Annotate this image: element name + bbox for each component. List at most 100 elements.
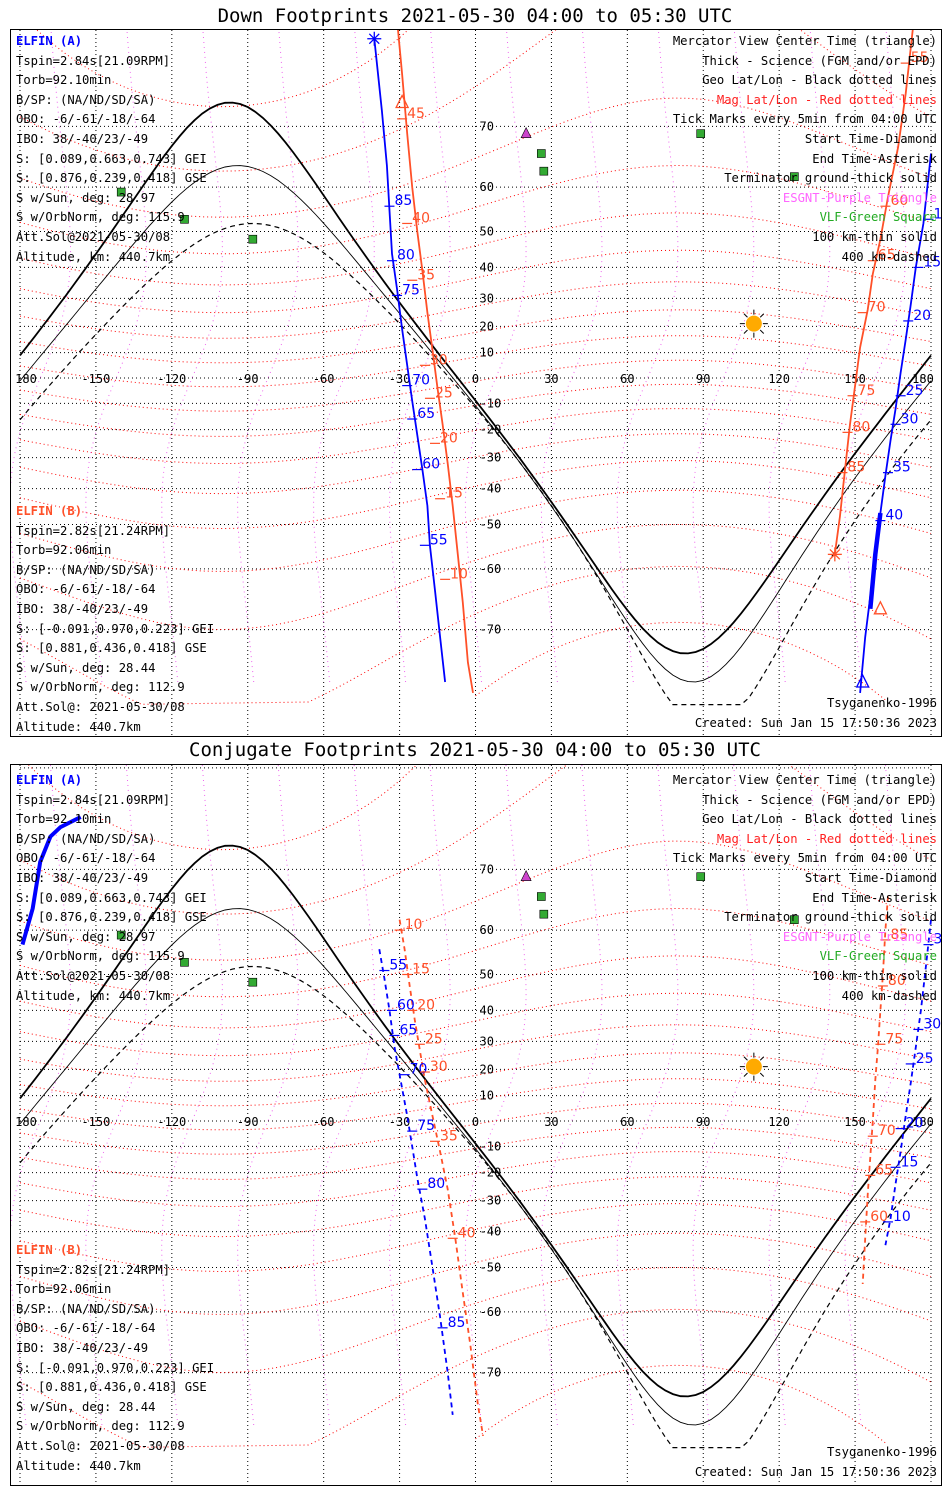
elfin-a-tick-label: 15: [923, 254, 941, 270]
mag-meridian: [313, 30, 375, 683]
elfin-a-tick-label: 75: [417, 1118, 435, 1134]
elfin-b-tick-label: 35: [440, 1128, 458, 1144]
sat-a-line: B/SP: (NA/ND/SD/SA): [16, 92, 156, 107]
elfin-a-tick-label: 85: [448, 1315, 466, 1331]
sat-a-name: ELFIN (A): [16, 773, 83, 787]
lat-tick-label: 50: [480, 967, 494, 981]
geo-grid: [19, 30, 932, 736]
lat-tick-label: 40: [480, 1003, 494, 1017]
elfin-b-tick-label: 35: [417, 267, 435, 283]
sat-b-line: S: [0.881,0.436,0.418] GSE: [16, 641, 207, 656]
lon-tick-label: -90: [237, 372, 259, 386]
elfin-b-tick-label: 20: [440, 430, 458, 446]
terminator-400km: [19, 965, 932, 1449]
lon-tick-label: 180: [912, 372, 934, 386]
legend-item: End Time-Asterisk: [812, 890, 937, 905]
lat-tick-label: -60: [480, 562, 502, 576]
elfin-a-tick-label: 35: [893, 460, 911, 476]
axis-labels: 180 -150 -120 -90 -60 -30 0 30 60 90 120 150 1807060…: [15, 119, 934, 636]
vlf-station-marker: [790, 915, 799, 924]
sat-a-line: S: [0.089,0.663,0.743] GEI: [16, 890, 207, 905]
lon-tick-label: 120: [768, 1115, 790, 1129]
sat-a-line: S w/Sun, deg: 28.97: [16, 190, 156, 205]
terminator: [19, 844, 932, 1449]
mag-meridian: [388, 30, 451, 683]
vlf-station-marker: [536, 149, 546, 158]
elfin-a-tick-label: 20: [906, 1116, 924, 1132]
mag-meridian: [768, 765, 831, 1426]
sat-a-line: S w/Sun, deg: 28.97: [16, 929, 156, 944]
sat-a-line: Altitude, km: 440.7km: [16, 249, 171, 264]
lat-tick-label: 30: [480, 291, 494, 305]
sat-a-line: S: [0.089,0.663,0.743] GEI: [16, 151, 207, 166]
elfin-a-tick-label: 25: [916, 1051, 934, 1067]
mag-meridian: [11, 765, 72, 1426]
sat-b-line: Att.Sol@: 2021-05-30/08: [16, 699, 185, 714]
lat-tick-label: 40: [480, 260, 494, 274]
sat-a-line: IBO: 38/-40/23/-49: [16, 870, 149, 885]
map-legend: Mercator View Center Time (triangle) Thi…: [673, 32, 937, 267]
mag-parallel: [19, 489, 932, 572]
sun-ray: [743, 329, 748, 334]
sun-ray: [743, 1072, 748, 1077]
sat-b-line: IBO: 38/-40/23/-49: [16, 1340, 149, 1355]
panel-conjugate-footprints: 180 -150 -120 -90 -60 -30 0 30 60 90 120 150 180 70 60…: [10, 764, 942, 1486]
lat-tick-label: -30: [480, 1194, 502, 1208]
lon-tick-label: 90: [696, 372, 710, 386]
elfin-a-tick-label: 40: [885, 508, 903, 524]
sun-ray: [759, 313, 765, 318]
elfin-b-tick-label: 25: [425, 1031, 443, 1047]
elfin-a-tick-label: 30: [923, 1016, 941, 1032]
sat-b-line: Torb=92.06min: [16, 1282, 112, 1297]
sat-b-line: S w/Sun, deg: 28.44: [16, 660, 156, 675]
elfin-a-tick-label: 15: [901, 1154, 919, 1170]
legend-item: 400 km-dashed: [841, 988, 937, 1003]
elfin-a-tick-label: 75: [402, 282, 420, 298]
mag-parallel: [19, 97, 932, 218]
terminator: [19, 101, 932, 706]
mag-meridian: [844, 765, 907, 1426]
legend-item: 100 km-thin solid: [812, 229, 937, 244]
legend-item: Start Time-Diamond: [804, 870, 937, 885]
elfin-b-tick-label: 70: [878, 1123, 896, 1139]
sat-a-line: B/SP: (NA/ND/SD/SA): [16, 831, 156, 846]
elfin-b-tick-label: 30: [430, 352, 448, 368]
mag-meridian: [85, 30, 148, 683]
lon-tick-label: -60: [313, 1115, 335, 1129]
sat-a-line: Torb=92.10min: [16, 73, 112, 88]
legend-item: 400 km-dashed: [841, 249, 937, 264]
lat-tick-label: -60: [480, 1305, 502, 1319]
legend-item: Geo Lat/Lon - Black dotted lines: [702, 73, 937, 88]
lon-tick-label: 60: [620, 372, 634, 386]
mag-parallel: [19, 1176, 932, 1238]
sun-disc: [745, 315, 762, 332]
elfin-b-tick-label: 85: [847, 460, 865, 476]
map-conjugate-footprints: 180 -150 -120 -90 -60 -30 0 30 60 90 120 150 180 70 60…: [11, 765, 941, 1485]
elfin-a-tick-label: 65: [417, 406, 435, 422]
lon-tick-label: 180: [15, 1115, 37, 1129]
lon-tick-label: 30: [544, 1115, 558, 1129]
lon-tick-label: -30: [389, 1115, 411, 1129]
panel-1-title: Down Footprints 2021-05-30 04:00 to 05:3…: [217, 5, 733, 27]
sat-a-line: OBO: -6/-61/-18/-64: [16, 112, 156, 127]
sat-a-line: Tspin=2.84s[21.09RPM]: [16, 53, 171, 68]
elfin-b-tick-label: 15: [445, 486, 463, 502]
legend-item: Tick Marks every 5min from 04:00 UTC: [672, 851, 937, 866]
mag-meridian: [237, 765, 299, 1426]
elfin-a-tick-label: 60: [422, 457, 440, 473]
sat-a-line: Tspin=2.84s[21.09RPM]: [16, 792, 171, 807]
legend-item: VLF-Green Square: [819, 210, 937, 225]
legend-item: Thick - Science (FGM and/or EPD): [702, 792, 937, 807]
mag-meridian: [692, 30, 755, 683]
mag-meridian: [616, 765, 679, 1426]
elfin-a-end-asterisk: [367, 31, 382, 46]
terminator-ground: [19, 101, 932, 655]
sat-b-line: S w/Sun, deg: 28.44: [16, 1399, 156, 1414]
sat-b-line: OBO: -6/-61/-18/-64: [16, 582, 156, 597]
vlf-station-marker: [116, 187, 126, 197]
model-label: Tsyganenko-1996: [826, 696, 937, 710]
sun-ray: [759, 329, 765, 334]
legend-item: Terminator ground-thick solid: [724, 910, 937, 925]
mag-parallel: [19, 1203, 932, 1273]
legend-item: Terminator ground-thick solid: [724, 171, 937, 186]
